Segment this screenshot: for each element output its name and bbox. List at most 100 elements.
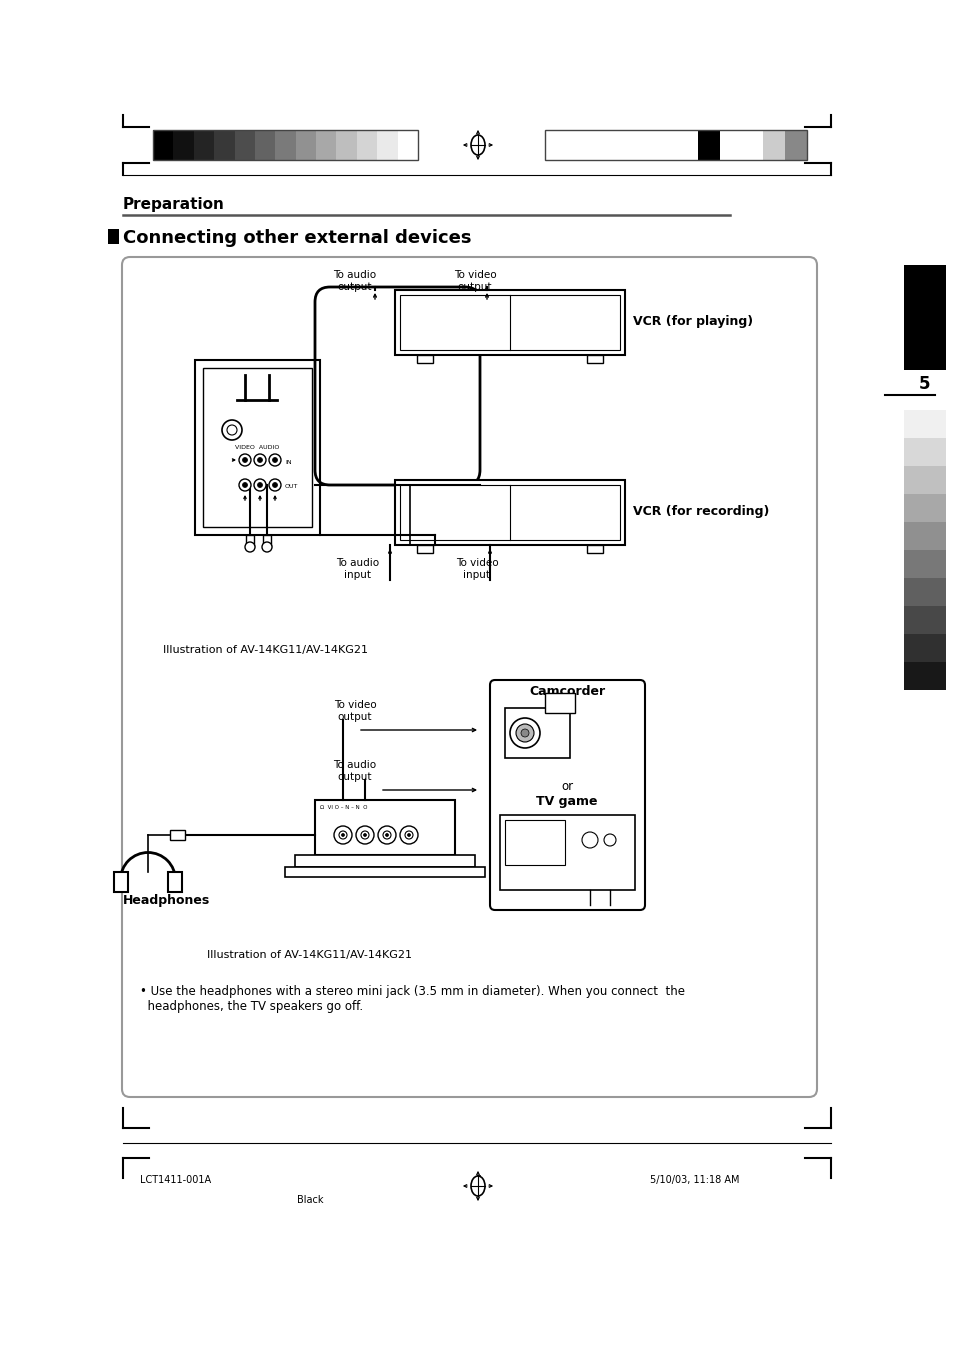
Bar — [416, 544, 433, 553]
Circle shape — [399, 825, 417, 844]
Bar — [416, 355, 433, 363]
Text: Ω  VI O – N – N  O: Ω VI O – N – N O — [319, 805, 367, 811]
Bar — [544, 693, 575, 713]
Bar — [610, 130, 632, 159]
Bar — [376, 130, 397, 159]
Circle shape — [273, 458, 277, 462]
Circle shape — [516, 724, 534, 742]
Circle shape — [242, 458, 247, 462]
Bar — [336, 130, 356, 159]
Bar — [903, 438, 945, 466]
Bar — [740, 130, 762, 159]
Bar — [263, 535, 271, 547]
Bar — [903, 634, 945, 662]
Bar — [254, 130, 275, 159]
Bar — [903, 409, 945, 438]
Bar — [499, 815, 635, 890]
Bar — [504, 708, 569, 758]
Text: To video
output: To video output — [334, 700, 375, 721]
Text: VIDEO  AUDIO: VIDEO AUDIO — [234, 444, 279, 450]
Bar — [903, 494, 945, 521]
Text: Headphones: Headphones — [123, 894, 210, 907]
Bar — [295, 130, 315, 159]
Text: IN: IN — [285, 459, 292, 465]
Bar — [315, 130, 336, 159]
Text: Illustration of AV-14KG11/AV-14KG21: Illustration of AV-14KG11/AV-14KG21 — [208, 950, 412, 961]
Ellipse shape — [471, 135, 484, 155]
Bar — [294, 855, 475, 867]
Text: VCR (for recording): VCR (for recording) — [633, 505, 768, 519]
Bar — [395, 480, 624, 544]
Bar — [194, 359, 319, 535]
Circle shape — [245, 542, 254, 553]
Bar — [152, 130, 173, 159]
Circle shape — [253, 480, 266, 490]
Text: TV game: TV game — [536, 794, 598, 808]
Circle shape — [334, 825, 352, 844]
Bar — [903, 662, 945, 690]
Circle shape — [273, 482, 277, 488]
Bar — [697, 130, 719, 159]
Circle shape — [341, 834, 344, 836]
Bar — [903, 607, 945, 634]
Circle shape — [239, 454, 251, 466]
Bar — [399, 295, 619, 350]
FancyBboxPatch shape — [490, 680, 644, 911]
Bar — [632, 130, 654, 159]
Bar — [314, 800, 455, 855]
Circle shape — [239, 480, 251, 490]
Bar — [168, 871, 182, 892]
Bar — [903, 265, 945, 370]
Bar — [588, 130, 610, 159]
Bar — [213, 130, 234, 159]
Bar — [193, 130, 213, 159]
Bar — [676, 130, 697, 159]
Circle shape — [405, 831, 413, 839]
Bar — [203, 367, 312, 527]
Bar — [586, 355, 602, 363]
Circle shape — [269, 454, 281, 466]
Bar — [504, 820, 564, 865]
Ellipse shape — [471, 1175, 484, 1196]
Text: or: or — [560, 780, 573, 793]
Text: 5/10/03, 11:18 AM: 5/10/03, 11:18 AM — [649, 1175, 739, 1185]
Circle shape — [360, 831, 369, 839]
Bar — [170, 830, 185, 840]
Circle shape — [253, 454, 266, 466]
Circle shape — [227, 426, 236, 435]
Text: Black: Black — [296, 1196, 323, 1205]
Bar — [234, 130, 254, 159]
Text: Camcorder: Camcorder — [528, 685, 604, 698]
Circle shape — [269, 480, 281, 490]
Circle shape — [407, 834, 410, 836]
Circle shape — [363, 834, 366, 836]
Circle shape — [382, 831, 391, 839]
Bar — [903, 466, 945, 494]
Circle shape — [262, 542, 272, 553]
Text: To video
input: To video input — [456, 558, 497, 580]
Text: 5: 5 — [475, 1175, 480, 1185]
Bar — [356, 130, 376, 159]
Text: To audio
output: To audio output — [334, 761, 376, 782]
Bar — [152, 130, 417, 159]
Circle shape — [603, 834, 616, 846]
Bar — [654, 130, 676, 159]
Bar — [903, 521, 945, 550]
Bar — [762, 130, 784, 159]
Bar — [544, 130, 806, 159]
Bar — [275, 130, 295, 159]
Text: 5: 5 — [919, 376, 930, 393]
Circle shape — [242, 482, 247, 488]
Bar — [113, 871, 128, 892]
Text: VCR (for playing): VCR (for playing) — [633, 316, 752, 328]
Bar — [108, 230, 119, 245]
Circle shape — [257, 482, 262, 488]
Bar — [784, 130, 806, 159]
Bar — [903, 550, 945, 578]
Circle shape — [222, 420, 242, 440]
Bar — [903, 578, 945, 607]
Text: OUT: OUT — [285, 485, 298, 489]
Text: LCT1411-001A: LCT1411-001A — [140, 1175, 211, 1185]
Circle shape — [355, 825, 374, 844]
Text: Illustration of AV-14KG11/AV-14KG21: Illustration of AV-14KG11/AV-14KG21 — [163, 644, 368, 655]
